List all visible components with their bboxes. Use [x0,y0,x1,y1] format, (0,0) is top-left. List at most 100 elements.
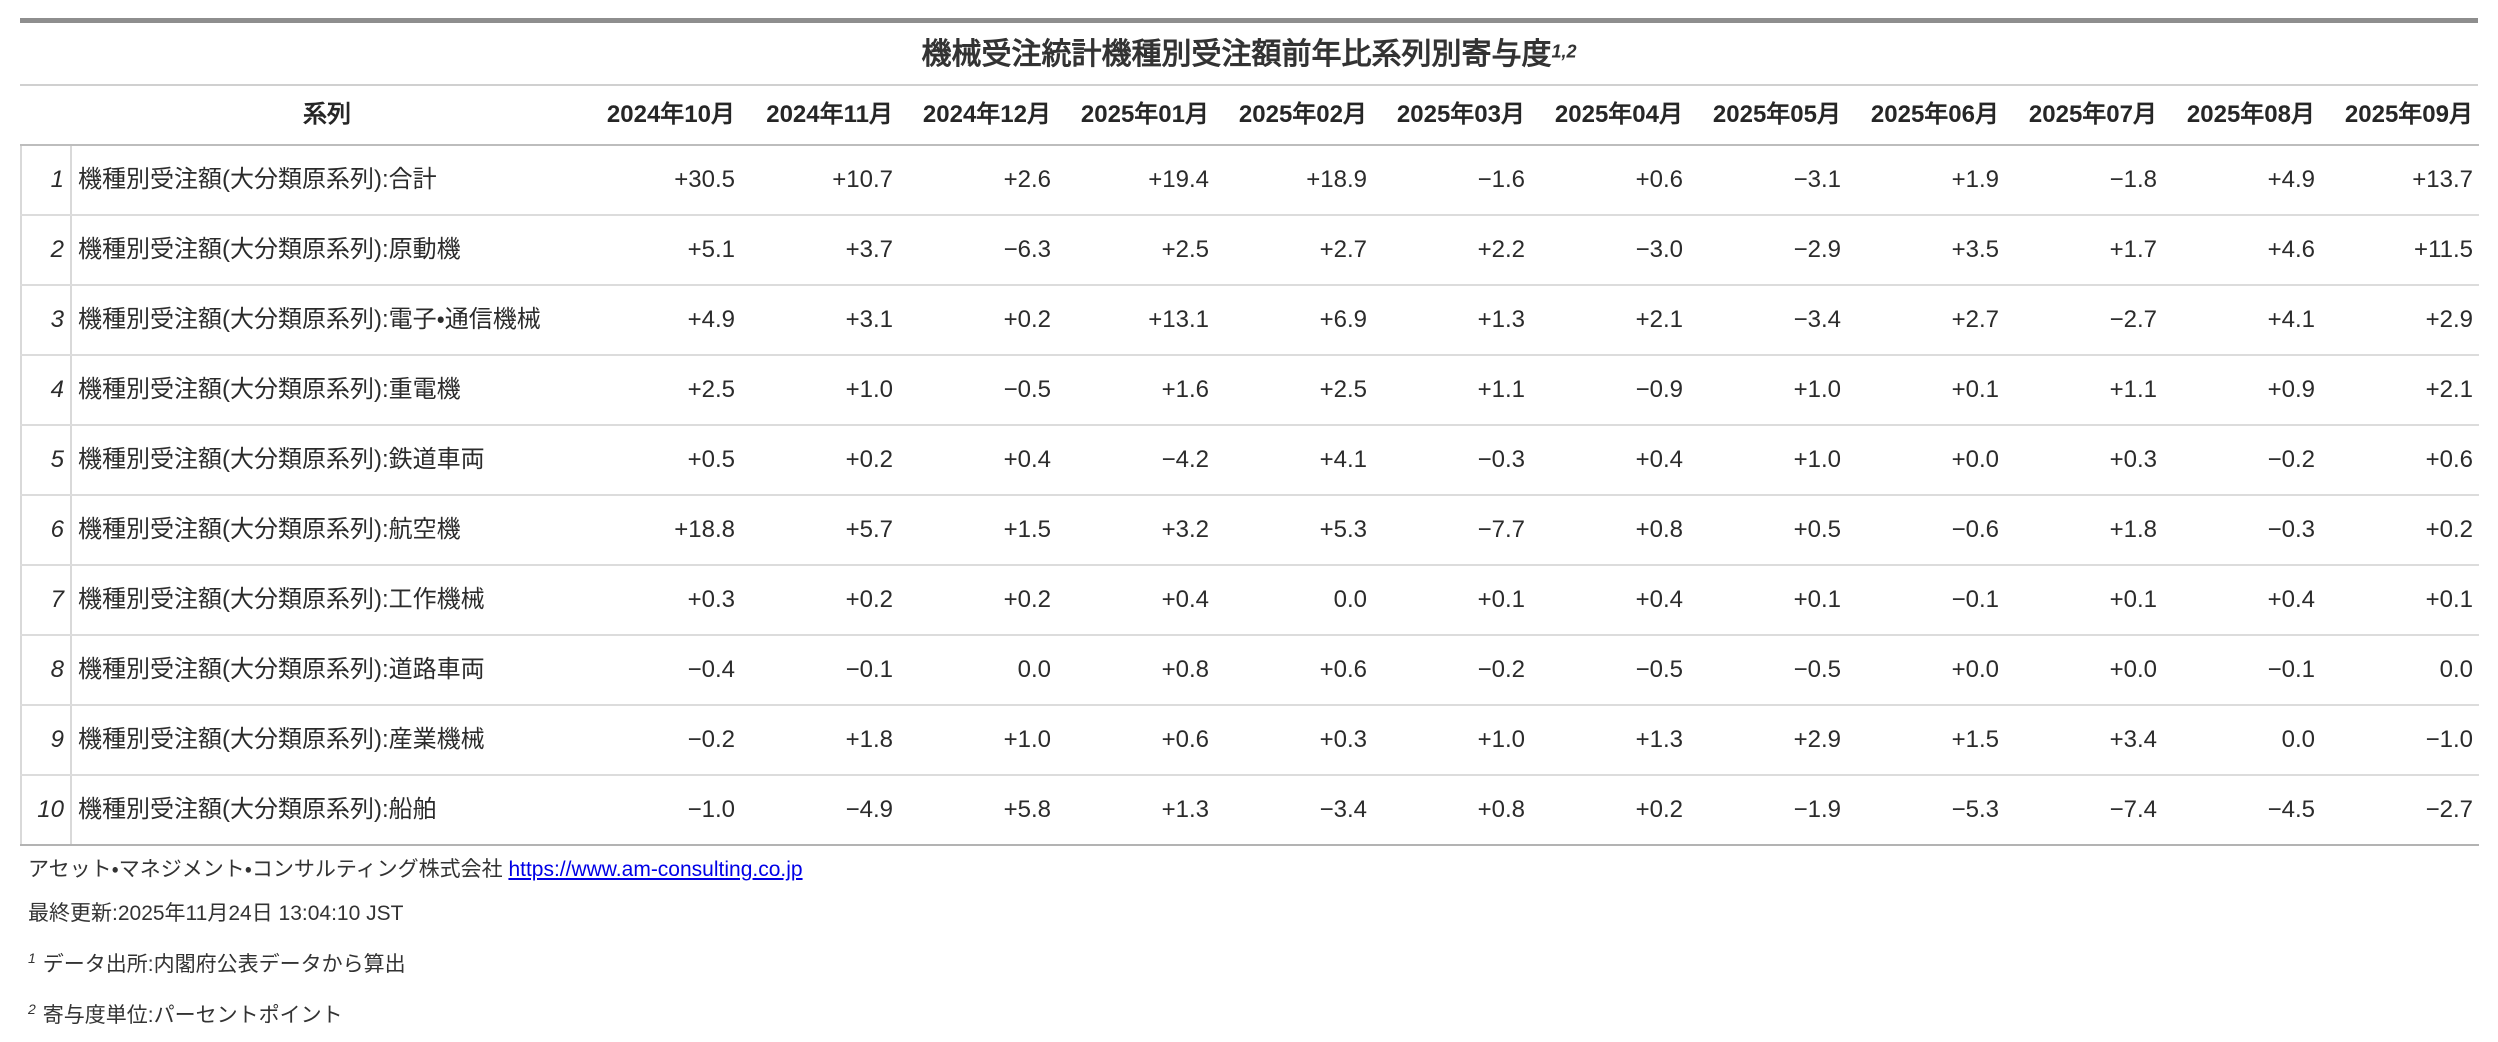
page-title: 機械受注統計機種別受注額前年比系列別寄与度1,2 [0,34,2498,76]
footnote-1-text: データ出所:内閣府公表データから算出 [42,953,406,976]
footnote-1-marker: 1 [28,950,36,966]
value-cell: +0.0 [1847,635,2005,706]
value-cell: +5.8 [899,775,1057,846]
value-cell: +1.8 [2005,495,2163,566]
value-cell: +0.2 [899,285,1057,356]
value-cell: +4.9 [583,285,741,356]
row-index: 3 [20,285,72,356]
value-cell: −4.2 [1057,425,1215,496]
value-cell: +2.5 [583,355,741,426]
value-cell: 0.0 [2321,635,2479,706]
series-name: 機種別受注額(大分類原系列):鉄道車両 [71,425,583,496]
value-cell: +5.1 [583,215,741,286]
value-cell: −0.5 [899,355,1057,426]
value-cell: −6.3 [899,215,1057,286]
series-name: 機種別受注額(大分類原系列):産業機械 [71,705,583,776]
value-cell: +4.9 [2163,145,2321,216]
row-index: 1 [20,145,72,216]
value-cell: −2.7 [2321,775,2479,846]
value-cell: −7.4 [2005,775,2163,846]
value-cell: +13.1 [1057,285,1215,356]
value-cell: −1.6 [1373,145,1531,216]
table-row: 3 機種別受注額(大分類原系列):電子・通信機械 +4.9 +3.1 +0.2 +13.1… [20,285,2479,356]
column-header-month: 2025年09月 [2321,86,2479,146]
table-row: 1 機種別受注額(大分類原系列):合計 +30.5 +10.7 +2.6 +19.4 +18… [20,145,2479,216]
value-cell: +0.8 [1531,495,1689,566]
series-name: 機種別受注額(大分類原系列):合計 [71,145,583,216]
statistics-table: 系列 2024年10月 2024年11月 2024年12月 2025年01月 2025年… [20,86,2479,846]
value-cell: −7.7 [1373,495,1531,566]
page: 機械受注統計機種別受注額前年比系列別寄与度1,2 系列 2024年10月 2024… [0,18,2498,1042]
value-cell: +5.3 [1215,495,1373,566]
value-cell: +0.6 [1057,705,1215,776]
series-name: 機種別受注額(大分類原系列):原動機 [71,215,583,286]
value-cell: +0.6 [2321,425,2479,496]
value-cell: +0.4 [899,425,1057,496]
value-cell: +3.2 [1057,495,1215,566]
table-row: 8 機種別受注額(大分類原系列):道路車両 −0.4 −0.1 0.0 +0.8 +0.6−… [20,635,2479,706]
value-cell: +0.2 [741,425,899,496]
value-cell: −0.4 [583,635,741,706]
value-cell: −0.1 [1847,565,2005,636]
value-cell: −4.5 [2163,775,2321,846]
company-name: アセット・マネジメント・コンサルティング株式会社 [28,858,509,881]
value-cell: +1.0 [1689,355,1847,426]
value-cell: −3.0 [1531,215,1689,286]
value-cell: +1.8 [741,705,899,776]
value-cell: +2.5 [1057,215,1215,286]
value-cell: −3.4 [1689,285,1847,356]
value-cell: +0.6 [1531,145,1689,216]
value-cell: +0.9 [2163,355,2321,426]
column-header-month: 2025年03月 [1373,86,1531,146]
value-cell: +1.3 [1057,775,1215,846]
value-cell: +4.1 [2163,285,2321,356]
value-cell: +0.0 [2005,635,2163,706]
value-cell: +0.1 [1373,565,1531,636]
table-row: 6 機種別受注額(大分類原系列):航空機 +18.8 +5.7 +1.5 +3.2 +5.3… [20,495,2479,566]
page-title-text: 機械受注統計機種別受注額前年比系列別寄与度 [921,38,1552,71]
value-cell: +1.1 [2005,355,2163,426]
last-updated: 最終更新:2025年11月24日 13:04:10 JST [28,902,404,925]
value-cell: +0.4 [2163,565,2321,636]
series-name: 機種別受注額(大分類原系列):重電機 [71,355,583,426]
value-cell: +1.5 [1847,705,2005,776]
value-cell: −3.1 [1689,145,1847,216]
title-separator [20,84,2478,86]
value-cell: +0.1 [2005,565,2163,636]
table-row: 2 機種別受注額(大分類原系列):原動機 +5.1 +3.7 −6.3 +2.5 +2.7 +… [20,215,2479,286]
row-index: 5 [20,425,72,496]
value-cell: +4.1 [1215,425,1373,496]
value-cell: +2.1 [1531,285,1689,356]
table-row: 9 機種別受注額(大分類原系列):産業機械 −0.2 +1.8 +1.0 +0.6 +0.3… [20,705,2479,776]
value-cell: −0.2 [583,705,741,776]
column-header-index [21,86,71,146]
value-cell: −0.1 [741,635,899,706]
value-cell: +1.0 [1373,705,1531,776]
table-row: 5 機種別受注額(大分類原系列):鉄道車両 +0.5 +0.2 +0.4 −4.2 +4.1… [20,425,2479,496]
table-row: 4 機種別受注額(大分類原系列):重電機 +2.5 +1.0 −0.5 +1.6 +2.5 +… [20,355,2479,426]
company-link[interactable]: https://www.am-consulting.co.jp [508,858,803,881]
table-row: 10 機種別受注額(大分類原系列):船舶 −1.0 −4.9 +5.8 +1.3 −3.4 +… [20,775,2479,846]
value-cell: −2.7 [2005,285,2163,356]
column-header-month: 2024年10月 [583,86,741,146]
footer: アセット・マネジメント・コンサルティング株式会社 https://www.am-… [28,855,2478,1031]
value-cell: +1.3 [1373,285,1531,356]
value-cell: +4.6 [2163,215,2321,286]
row-index: 4 [20,355,72,426]
value-cell: +1.7 [2005,215,2163,286]
value-cell: +1.0 [1689,425,1847,496]
value-cell: +1.0 [741,355,899,426]
table-header-row: 系列 2024年10月 2024年11月 2024年12月 2025年01月 2025年… [21,86,2479,146]
value-cell: −3.4 [1215,775,1373,846]
value-cell: −0.9 [1531,355,1689,426]
value-cell: +2.5 [1215,355,1373,426]
value-cell: +0.2 [2321,495,2479,566]
footnote-2: 2 寄与度単位:パーセントポイント [28,994,2478,1031]
value-cell: +18.8 [583,495,741,566]
column-header-month: 2025年01月 [1057,86,1215,146]
series-name: 機種別受注額(大分類原系列):工作機械 [71,565,583,636]
footnote-2-marker: 2 [28,1001,36,1017]
value-cell: +0.1 [2321,565,2479,636]
column-header-series: 系列 [71,86,583,146]
value-cell: +18.9 [1215,145,1373,216]
